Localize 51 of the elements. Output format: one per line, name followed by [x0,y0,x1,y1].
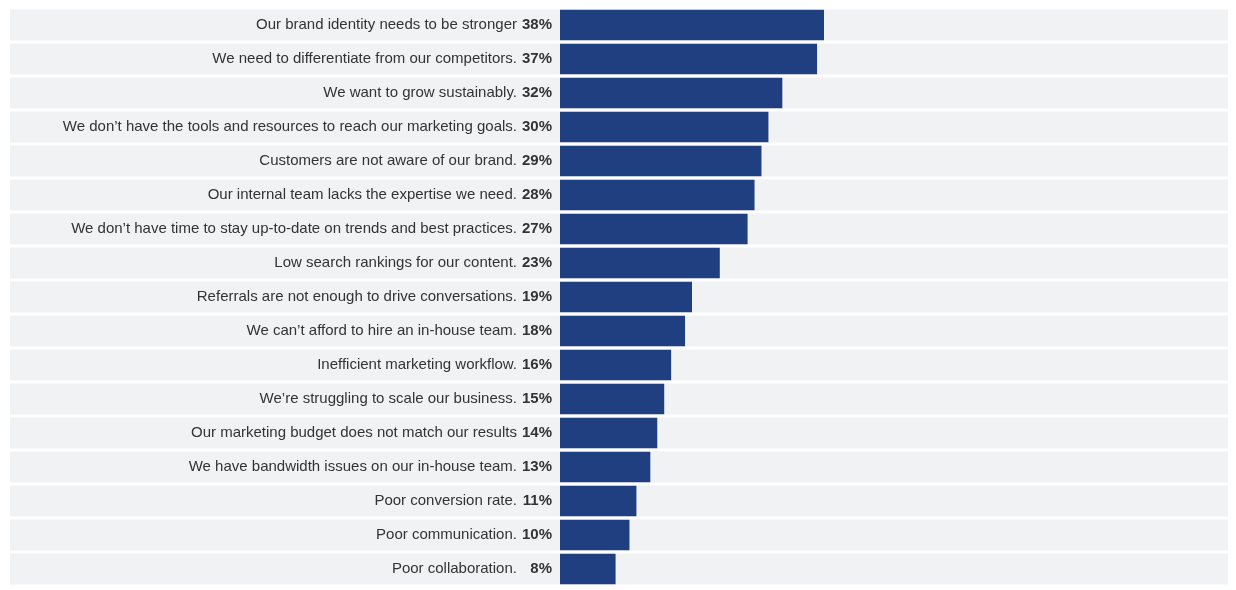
bar [560,247,720,279]
y-tick-label: Poor conversion rate. [374,491,517,509]
data-label: 18% [521,321,552,339]
y-tick-label: We have bandwidth issues on our in-house team. [188,457,517,475]
y-tick-label: Inefficient marketing workflow. [317,355,517,373]
y-tick-label: We need to differentiate from our competitors. [212,49,517,67]
data-label: 8% [530,559,552,577]
y-tick-label: Our internal team lacks the expertise we need. [207,185,517,203]
y-tick-label: We can’t afford to hire an in-house team. [246,321,517,339]
data-label: 19% [521,287,552,305]
bar [560,417,658,449]
y-tick-label: Our brand identity needs to be stronger [255,15,517,33]
y-tick-label: Our marketing budget does not match our results [190,423,517,441]
y-tick-label: We don’t have the tools and resources to reach our marketing goals. [62,117,517,135]
y-tick-label: Customers are not aware of our brand. [259,151,517,169]
data-label: 23% [521,253,552,271]
y-tick-label: We don’t have time to stay up-to-date on trends and best practices. [71,219,517,237]
data-label: 15% [521,389,552,407]
y-tick-label: Referrals are not enough to drive conversations. [196,287,517,305]
bar [560,519,630,551]
bar [560,349,672,381]
bar [560,383,665,415]
data-label: 32% [521,83,552,101]
data-label: 38% [521,15,552,33]
data-label: 10% [521,525,552,543]
bar [560,43,818,75]
y-tick-label: Poor collaboration. [391,559,517,577]
bar [560,145,762,177]
bar [560,111,769,143]
data-label: 30% [521,117,552,135]
bar [560,179,755,211]
data-label: 16% [521,355,552,373]
bar [560,281,692,313]
y-tick-label: Low search rankings for our content. [274,253,517,271]
data-label: 37% [521,49,552,67]
data-label: 14% [521,423,552,441]
y-tick-label: We want to grow sustainably. [323,83,517,101]
y-tick-label: We’re struggling to scale our business. [259,389,517,407]
data-label: 28% [521,185,552,203]
data-label: 27% [521,219,552,237]
data-label: 29% [521,151,552,169]
data-label: 11% [522,491,552,509]
bar [560,213,748,245]
bar [560,77,783,109]
data-label: 13% [521,457,552,475]
bar [560,451,651,483]
bar [560,9,824,41]
bar [560,485,637,517]
bar [560,553,616,585]
y-tick-label: Poor communication. [376,525,517,543]
bar [560,315,686,347]
